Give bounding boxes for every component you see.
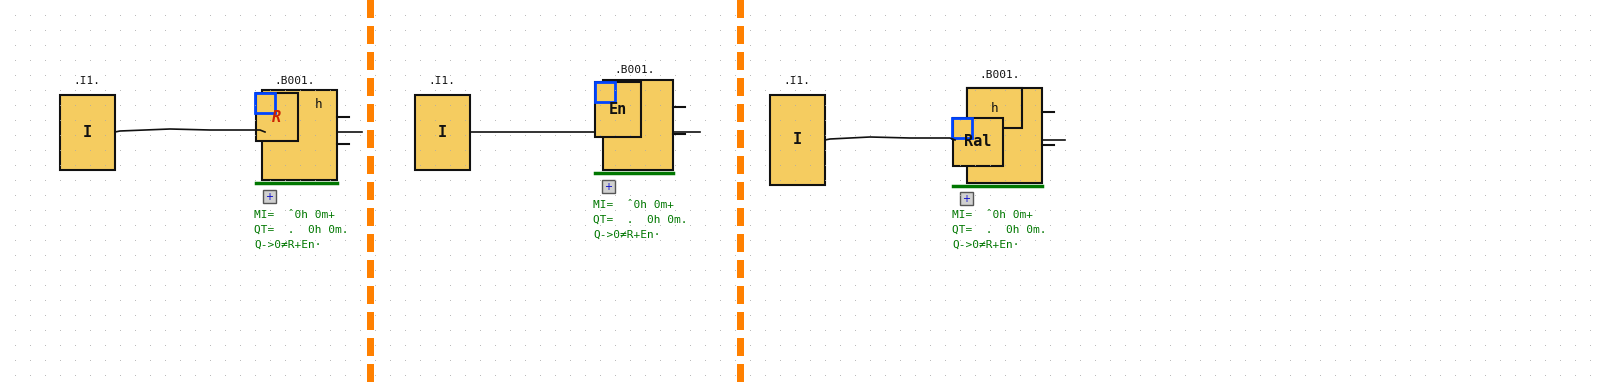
Text: .I1.: .I1. [429, 76, 454, 86]
Text: MI=  ˆ0h 0m+: MI= ˆ0h 0m+ [594, 200, 674, 210]
Bar [736, 78, 744, 96]
Bar [736, 364, 744, 382]
Bar [366, 234, 373, 252]
Bar [736, 104, 744, 122]
Bar [256, 93, 298, 141]
Bar [966, 88, 1042, 183]
Bar [262, 90, 338, 180]
Text: I: I [83, 125, 93, 140]
Bar [736, 26, 744, 44]
Bar [254, 93, 275, 113]
Bar [736, 156, 744, 174]
Text: Q->0≠R+En·: Q->0≠R+En· [952, 240, 1019, 250]
Text: MI=  ˆ0h 0m+: MI= ˆ0h 0m+ [254, 210, 334, 220]
Bar [952, 118, 973, 138]
Bar [366, 130, 373, 148]
Bar [366, 338, 373, 356]
Bar [366, 78, 373, 96]
Bar [602, 180, 614, 193]
Bar [736, 208, 744, 226]
Bar [262, 190, 277, 203]
Bar [366, 260, 373, 278]
Bar [736, 234, 744, 252]
Text: .B001.: .B001. [614, 65, 656, 75]
Bar [736, 52, 744, 70]
Bar [960, 192, 973, 205]
Bar [736, 182, 744, 200]
Text: .B001.: .B001. [979, 70, 1021, 80]
Bar [736, 286, 744, 304]
Text: h: h [314, 98, 322, 111]
Text: QT=  .  0h 0m.: QT= . 0h 0m. [254, 225, 349, 235]
Text: h: h [990, 101, 998, 115]
Text: Q->0≠R+En·: Q->0≠R+En· [254, 240, 322, 250]
Text: I: I [794, 133, 802, 147]
Bar [366, 156, 373, 174]
Text: .I1.: .I1. [782, 76, 810, 86]
Text: .B001.: .B001. [275, 76, 315, 86]
Bar [736, 338, 744, 356]
Bar [61, 95, 115, 170]
Bar [736, 312, 744, 330]
Bar [366, 312, 373, 330]
Bar [736, 260, 744, 278]
Bar [366, 26, 373, 44]
Bar [366, 364, 373, 382]
Text: +: + [266, 192, 274, 201]
Bar [736, 130, 744, 148]
Bar [366, 52, 373, 70]
Text: Ral: Ral [965, 134, 992, 149]
Text: En: En [610, 102, 627, 117]
Bar [366, 104, 373, 122]
Bar [414, 95, 470, 170]
Text: .I1.: .I1. [74, 76, 99, 86]
Bar [954, 118, 1003, 166]
Text: QT=  .  0h 0m.: QT= . 0h 0m. [594, 215, 688, 225]
Text: +: + [963, 193, 971, 203]
Bar [366, 0, 373, 18]
Text: MI=  ˆ0h 0m+: MI= ˆ0h 0m+ [952, 210, 1034, 220]
Text: I: I [438, 125, 446, 140]
Bar [770, 95, 826, 185]
Bar [595, 82, 642, 137]
Bar [366, 208, 373, 226]
Text: R: R [272, 110, 282, 124]
Bar [966, 88, 1022, 128]
Bar [366, 182, 373, 200]
Bar [595, 82, 614, 102]
Bar [603, 80, 674, 170]
Text: Q->0≠R+En·: Q->0≠R+En· [594, 230, 661, 240]
Text: QT=  .  0h 0m.: QT= . 0h 0m. [952, 225, 1046, 235]
Text: +: + [605, 182, 613, 192]
Bar [736, 0, 744, 18]
Bar [366, 286, 373, 304]
